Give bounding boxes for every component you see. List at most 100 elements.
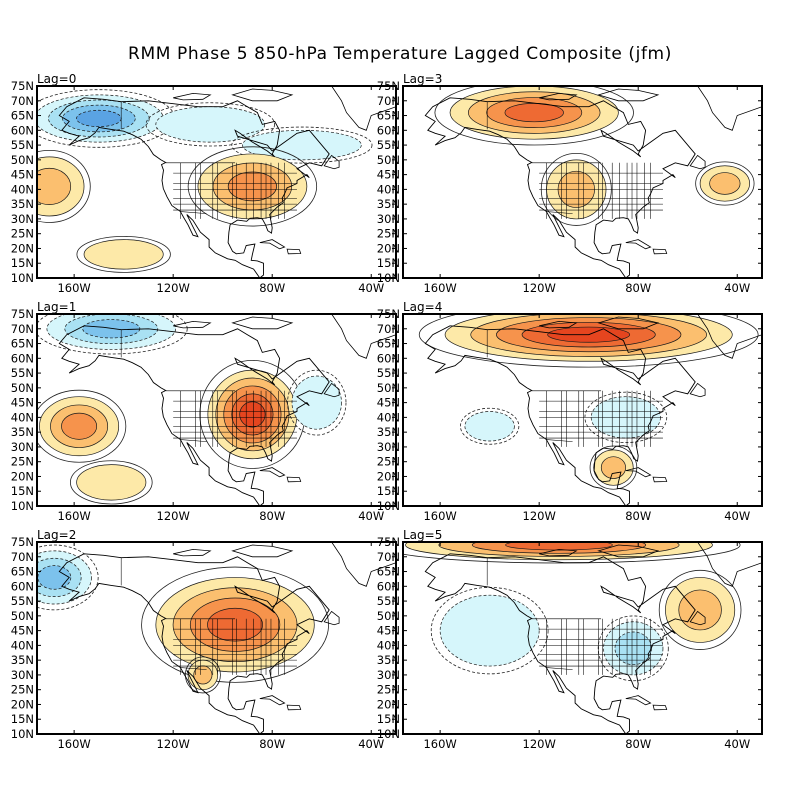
island-coastline: [539, 320, 578, 329]
coastline: [424, 97, 696, 278]
lat-tick-label: 20N: [11, 241, 34, 255]
lat-tick-label: 15N: [377, 484, 400, 498]
lat-tick-label: 45N: [377, 396, 400, 410]
island-coastline: [697, 314, 762, 359]
lat-tick-label: 50N: [11, 381, 34, 395]
lat-tick-label: 35N: [377, 653, 400, 667]
island-coastline: [539, 92, 578, 101]
island-coastline: [331, 314, 396, 359]
lat-tick-label: 10N: [377, 499, 400, 513]
cold-contour-outer: [231, 126, 373, 164]
lat-tick-label: 40N: [377, 638, 400, 652]
lat-tick-label: 70N: [11, 550, 34, 564]
warm-contour-outer: [695, 161, 755, 206]
island-coastline: [231, 88, 294, 102]
border-line: [546, 667, 573, 670]
lon-tick-label: 40W: [358, 281, 384, 295]
lat-tick-label: 40N: [11, 410, 34, 424]
cold-anomaly-contour: [155, 106, 266, 143]
lon-tick-label: 120W: [157, 509, 190, 523]
lat-tick-label: 45N: [377, 168, 400, 182]
figure-title: RMM Phase 5 850-hPa Temperature Lagged C…: [128, 44, 672, 64]
island-coastline: [597, 88, 660, 102]
island-coastline: [231, 316, 294, 330]
warm-contour-outer: [658, 569, 742, 650]
map-panel-lag0: 75N70N65N60N55N50N45N40N35N30N25N20N15N1…: [11, 72, 397, 295]
map-frame: [36, 541, 397, 735]
panel-lag-label: Lag=4: [403, 300, 442, 314]
island-coastline: [323, 382, 340, 398]
island-coastline: [597, 316, 660, 330]
warm-contour-outer: [434, 86, 634, 146]
lat-tick-label: 45N: [11, 396, 34, 410]
border-line: [180, 667, 207, 670]
island-coastline: [231, 544, 294, 558]
border-line: [546, 439, 573, 442]
warm-contour-outer: [141, 566, 329, 683]
cold-anomaly-contour: [242, 129, 362, 161]
lat-tick-label: 75N: [11, 535, 34, 549]
lat-tick-label: 35N: [377, 425, 400, 439]
island-coastline: [173, 92, 212, 101]
lat-tick-label: 25N: [11, 455, 34, 469]
lat-tick-label: 35N: [377, 197, 400, 211]
border-line: [180, 439, 207, 442]
lat-tick-label: 30N: [377, 668, 400, 682]
lat-tick-label: 15N: [377, 712, 400, 726]
island-coastline: [539, 548, 578, 557]
cold-anomaly-contour: [291, 375, 342, 430]
coastline: [58, 97, 330, 278]
lon-tick-label: 160W: [423, 281, 456, 295]
lon-tick-label: 80W: [259, 737, 285, 751]
panel-lag-label: Lag=2: [37, 528, 76, 542]
lat-tick-label: 25N: [11, 683, 34, 697]
lon-tick-label: 160W: [57, 281, 90, 295]
lat-tick-label: 15N: [11, 256, 34, 270]
lat-tick-label: 35N: [11, 653, 34, 667]
lat-tick-label: 20N: [377, 469, 400, 483]
panel-lag-label: Lag=3: [403, 72, 442, 86]
map-frame: [402, 85, 763, 279]
map-frame: [402, 313, 763, 507]
lat-tick-label: 15N: [11, 484, 34, 498]
lat-tick-label: 30N: [11, 440, 34, 454]
warm-anomaly-contour: [37, 167, 72, 205]
lat-tick-label: 40N: [377, 410, 400, 424]
lon-tick-label: 80W: [625, 281, 651, 295]
map-frame: [36, 313, 397, 507]
panel-lag-label: Lag=0: [37, 72, 76, 86]
lat-tick-label: 60N: [377, 579, 400, 593]
warm-anomaly-contour: [678, 589, 722, 631]
state-boundaries: [486, 101, 663, 219]
lat-tick-label: 10N: [11, 271, 34, 285]
cold-contour-outer: [597, 615, 669, 682]
lat-tick-label: 65N: [11, 337, 34, 351]
lat-tick-label: 70N: [377, 322, 400, 336]
lat-tick-label: 75N: [11, 79, 34, 93]
cold-anomaly-contour: [439, 594, 540, 667]
warm-anomaly-contour: [61, 412, 98, 440]
lat-tick-label: 40N: [11, 182, 34, 196]
island-coastline: [286, 476, 302, 483]
lat-tick-label: 65N: [377, 337, 400, 351]
island-coastline: [652, 476, 668, 483]
state-boundaries: [486, 329, 663, 447]
anomaly-field: [403, 542, 762, 734]
island-coastline: [625, 239, 652, 250]
island-coastline: [173, 548, 212, 557]
lat-tick-label: 70N: [377, 94, 400, 108]
warm-anomaly-contour: [227, 171, 277, 202]
cold-anomaly-contour: [614, 631, 652, 666]
island-coastline: [323, 154, 340, 170]
map-frame: [402, 541, 763, 735]
coastline: [424, 553, 696, 734]
panel-lag-label: Lag=5: [403, 528, 442, 542]
anomaly-field: [37, 542, 396, 734]
cold-contour-outer: [37, 544, 99, 611]
map-panel-lag2: 75N70N65N60N55N50N45N40N35N30N25N20N15N1…: [11, 528, 397, 751]
island-coastline: [286, 704, 302, 711]
lat-tick-label: 55N: [377, 366, 400, 380]
warm-contour-outer: [403, 542, 741, 564]
lon-tick-label: 40W: [358, 509, 384, 523]
state-boundaries: [486, 557, 663, 675]
